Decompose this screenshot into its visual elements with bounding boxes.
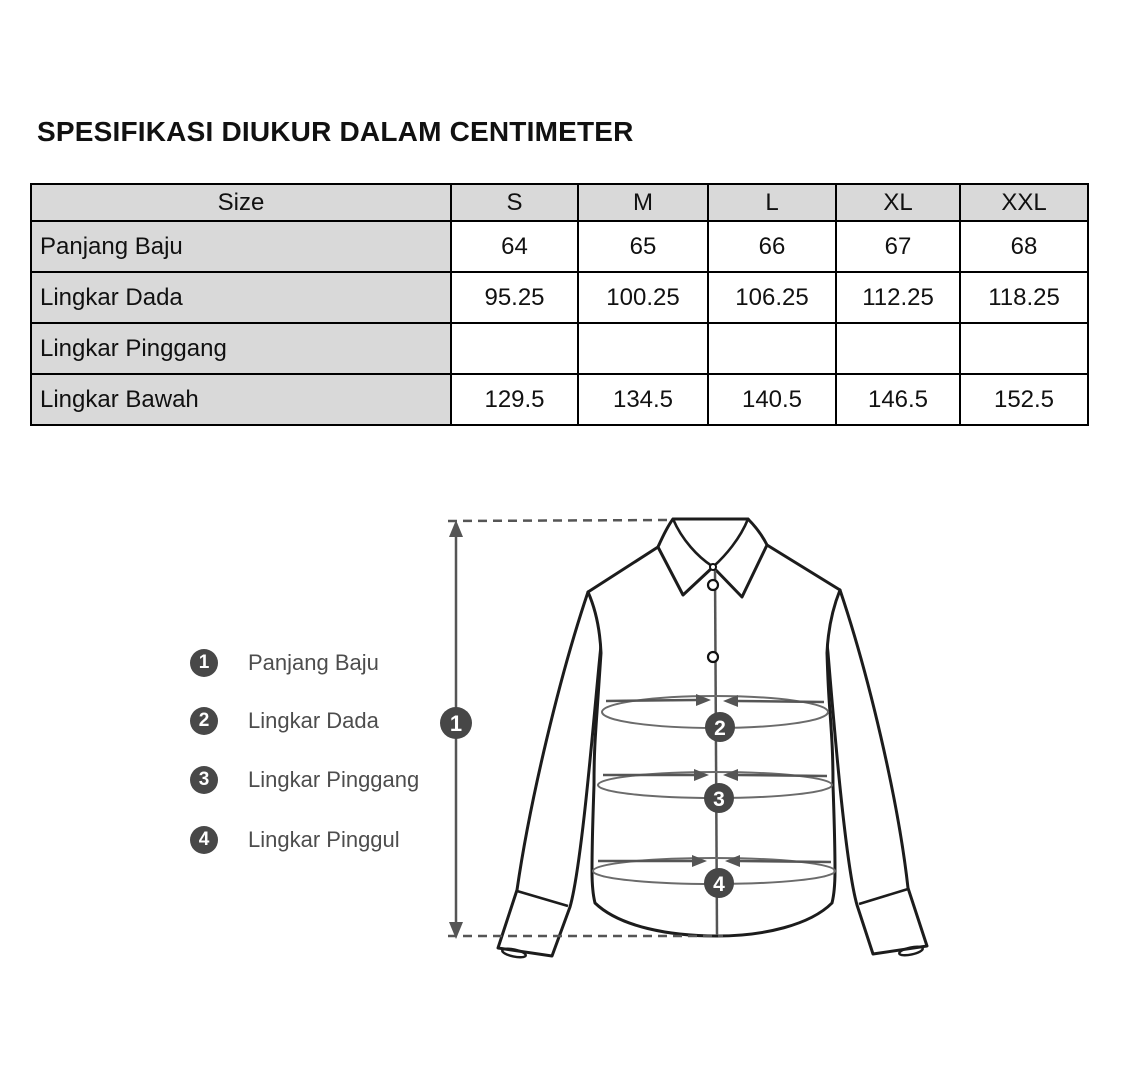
length-arrowhead-bottom bbox=[449, 922, 463, 939]
legend-badge-3: 3 bbox=[190, 766, 218, 794]
cell-value bbox=[577, 322, 709, 375]
cell-value: 106.25 bbox=[707, 271, 837, 324]
diagram-badge-2 bbox=[705, 712, 735, 742]
table-row: Panjang Baju 64 65 66 67 68 bbox=[30, 220, 1089, 273]
legend-badge-2: 2 bbox=[190, 707, 218, 735]
page-title: SPESIFIKASI DIUKUR DALAM CENTIMETER bbox=[37, 116, 634, 147]
cell-value: 65 bbox=[577, 220, 709, 273]
table-row: Lingkar Pinggang bbox=[30, 322, 1089, 375]
chest-arrow-right bbox=[737, 699, 825, 704]
length-arrowhead-top bbox=[449, 520, 463, 537]
chest-arrowhead-right bbox=[723, 695, 738, 707]
cell-value: 140.5 bbox=[707, 373, 837, 426]
header-cell-xxl: XXL bbox=[959, 183, 1089, 222]
hip-arrowhead-right bbox=[725, 855, 740, 867]
header-cell-s: S bbox=[450, 183, 579, 222]
row-label: Lingkar Bawah bbox=[30, 373, 452, 426]
legend-item-lingkar-pinggang: 3 Lingkar Pinggang bbox=[190, 765, 419, 795]
diagram-badge-3 bbox=[704, 783, 734, 813]
right-cuff-line bbox=[858, 887, 909, 906]
diagram-badge-1-number: 1 bbox=[450, 711, 462, 736]
button bbox=[706, 650, 720, 664]
cell-value: 134.5 bbox=[577, 373, 709, 426]
legend-label: Lingkar Dada bbox=[248, 708, 379, 733]
button bbox=[706, 578, 720, 592]
cell-value: 129.5 bbox=[450, 373, 579, 426]
legend-label: Lingkar Pinggang bbox=[248, 767, 420, 792]
cell-value: 100.25 bbox=[577, 271, 709, 324]
shirt-measurement-diagram: 1 2 3 4 bbox=[440, 517, 929, 959]
diagram-badge-4 bbox=[704, 868, 734, 898]
collar-fold-right bbox=[713, 518, 750, 567]
header-cell-m: M bbox=[577, 183, 709, 222]
hip-arrowhead-left bbox=[692, 855, 707, 867]
top-extent-dashed-line bbox=[447, 518, 671, 523]
cell-value: 66 bbox=[707, 220, 837, 273]
legend-badge-1: 1 bbox=[190, 649, 218, 677]
chest-arrow-left bbox=[605, 698, 697, 703]
header-cell-l: L bbox=[707, 183, 837, 222]
waist-arrow-right bbox=[737, 773, 828, 778]
cell-value: 112.25 bbox=[835, 271, 961, 324]
left-cuff-opening bbox=[501, 947, 527, 959]
legend-badge-4: 4 bbox=[190, 826, 218, 854]
header-cell-size: Size bbox=[30, 183, 452, 222]
cell-value bbox=[707, 322, 837, 375]
waist-arrowhead-left bbox=[694, 769, 709, 781]
cell-value: 64 bbox=[450, 220, 579, 273]
left-cuff-line bbox=[516, 889, 569, 908]
header-cell-xl: XL bbox=[835, 183, 961, 222]
table-row: Lingkar Bawah 129.5 134.5 140.5 146.5 15… bbox=[30, 373, 1089, 426]
table-row: Lingkar Dada 95.25 100.25 106.25 112.25 … bbox=[30, 271, 1089, 324]
cell-value: 146.5 bbox=[835, 373, 961, 426]
legend-label: Lingkar Pinggul bbox=[248, 827, 400, 852]
row-label: Lingkar Pinggang bbox=[30, 322, 452, 375]
row-label: Lingkar Dada bbox=[30, 271, 452, 324]
cell-value: 67 bbox=[835, 220, 961, 273]
legend-item-lingkar-dada: 2 Lingkar Dada bbox=[190, 706, 379, 736]
table-header-row: Size S M L XL XXL bbox=[30, 183, 1089, 222]
legend-item-lingkar-pinggul: 4 Lingkar Pinggul bbox=[190, 825, 400, 855]
diagram-badge-3-number: 3 bbox=[713, 788, 725, 811]
cell-value: 152.5 bbox=[959, 373, 1089, 426]
cell-value: 68 bbox=[959, 220, 1089, 273]
diagram-badge-4-number: 4 bbox=[713, 873, 725, 896]
legend-label: Panjang Baju bbox=[248, 650, 379, 675]
button bbox=[709, 563, 717, 571]
cell-value: 95.25 bbox=[450, 271, 579, 324]
right-cuff-opening bbox=[898, 945, 924, 957]
size-spec-table: Size S M L XL XXL Panjang Baju 64 65 66 … bbox=[30, 183, 1089, 426]
row-label: Panjang Baju bbox=[30, 220, 452, 273]
waist-arrowhead-right bbox=[723, 769, 738, 781]
cell-value: 118.25 bbox=[959, 271, 1089, 324]
collar-fold-left bbox=[671, 518, 713, 568]
legend-item-panjang-baju: 1 Panjang Baju bbox=[190, 648, 379, 678]
chest-arrowhead-left bbox=[696, 694, 711, 706]
diagram-badge-1 bbox=[440, 707, 472, 739]
cell-value bbox=[959, 322, 1089, 375]
cell-value bbox=[450, 322, 579, 375]
diagram-badge-2-number: 2 bbox=[714, 717, 726, 740]
cell-value bbox=[835, 322, 961, 375]
hip-arrow-right bbox=[739, 859, 832, 864]
